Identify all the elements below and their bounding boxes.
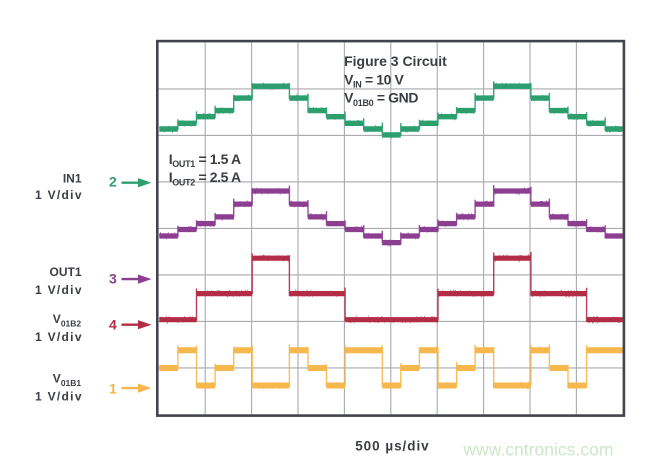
svg-text:1 V/div: 1 V/div (35, 330, 82, 344)
svg-text:1 V/div: 1 V/div (35, 283, 82, 297)
svg-text:1: 1 (109, 380, 117, 396)
svg-text:2: 2 (109, 173, 117, 189)
svg-text:3: 3 (109, 270, 117, 286)
svg-text:4: 4 (109, 316, 117, 332)
svg-text:500 µs/div: 500 µs/div (355, 438, 429, 453)
svg-text:Figure 3 Circuit: Figure 3 Circuit (344, 53, 447, 69)
svg-text:IN1: IN1 (63, 172, 82, 186)
svg-text:www.cntronics.com: www.cntronics.com (462, 440, 613, 460)
svg-text:1 V/div: 1 V/div (35, 390, 82, 404)
svg-text:1 V/div: 1 V/div (35, 188, 82, 202)
svg-text:OUT1: OUT1 (49, 265, 81, 279)
